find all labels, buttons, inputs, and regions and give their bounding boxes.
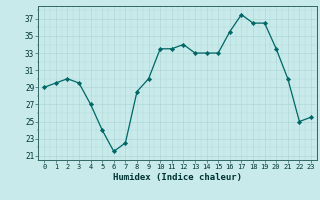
X-axis label: Humidex (Indice chaleur): Humidex (Indice chaleur) (113, 173, 242, 182)
